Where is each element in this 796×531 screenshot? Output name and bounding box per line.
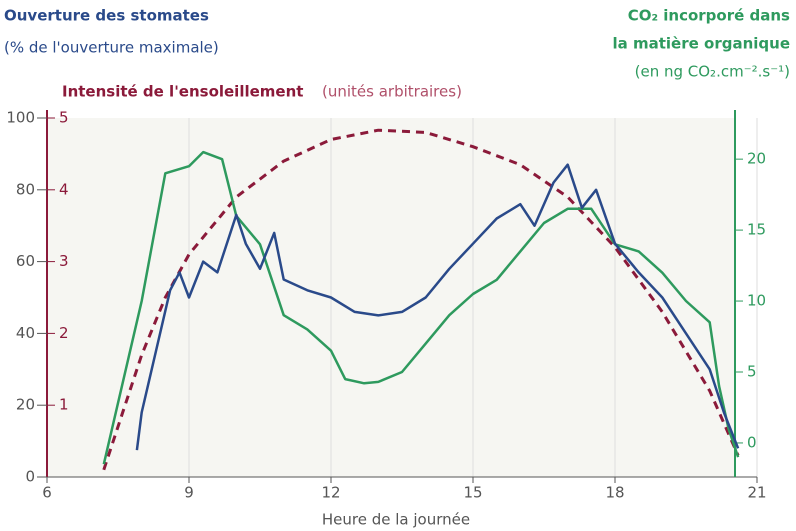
series-line bbox=[102, 128, 740, 471]
y2-tick-label: 5 bbox=[747, 362, 757, 380]
y2-title: CO₂ incorporé dans bbox=[628, 7, 790, 25]
y2-title: la matière organique bbox=[613, 35, 791, 53]
y-tick-label: 100 bbox=[6, 109, 35, 127]
y3-tick-label: 1 bbox=[59, 396, 69, 414]
plot-area bbox=[47, 118, 735, 477]
y2-tick-label: 15 bbox=[747, 221, 766, 239]
y-title: (% de l'ouverture maximale) bbox=[4, 39, 219, 57]
y2-tick-label: 20 bbox=[747, 150, 766, 168]
y3-tick-label: 2 bbox=[59, 324, 69, 342]
x-tick-label: 18 bbox=[605, 484, 624, 502]
x-tick-label: 6 bbox=[42, 484, 52, 502]
series-line bbox=[102, 150, 740, 465]
y-tick-label: 60 bbox=[16, 252, 35, 270]
y3-title: Intensité de l'ensoleillement bbox=[62, 83, 303, 101]
y2-tick-label: 0 bbox=[747, 433, 757, 451]
y-tick-label: 20 bbox=[16, 396, 35, 414]
y3-tick-label: 5 bbox=[59, 109, 69, 127]
series-line bbox=[135, 163, 740, 451]
y-title: Ouverture des stomates bbox=[4, 7, 209, 25]
y-tick-label: 40 bbox=[16, 324, 35, 342]
x-tick-label: 21 bbox=[747, 484, 766, 502]
y-tick-label: 80 bbox=[16, 180, 35, 198]
y3-tick-label: 3 bbox=[59, 252, 69, 270]
x-label: Heure de la journée bbox=[322, 511, 470, 529]
y-tick-label: 0 bbox=[25, 468, 35, 486]
y3-title: (unités arbitraires) bbox=[322, 83, 462, 101]
y3-tick-label: 4 bbox=[59, 180, 69, 198]
y2-tick-label: 10 bbox=[747, 292, 766, 310]
x-tick-label: 12 bbox=[321, 484, 340, 502]
x-tick-label: 9 bbox=[184, 484, 194, 502]
x-tick-label: 15 bbox=[463, 484, 482, 502]
y2-title: (en ng CO₂.cm⁻².s⁻¹) bbox=[635, 63, 790, 81]
